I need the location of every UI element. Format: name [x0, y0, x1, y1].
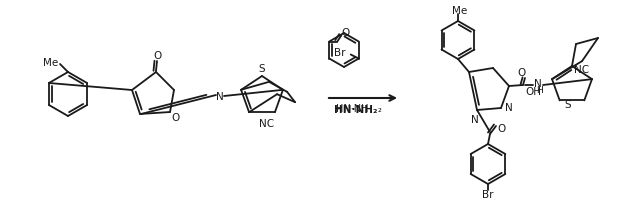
Text: ₂: ₂ — [378, 103, 382, 114]
Text: H: H — [536, 86, 543, 95]
Text: N: N — [216, 92, 224, 101]
Text: O: O — [518, 68, 526, 78]
Text: O: O — [154, 51, 162, 61]
Text: NC: NC — [259, 119, 275, 128]
Text: HN·NH₂: HN·NH₂ — [334, 104, 378, 115]
Text: Br: Br — [334, 48, 346, 58]
Text: N: N — [471, 115, 479, 124]
Text: Me: Me — [43, 58, 58, 68]
Text: O: O — [172, 113, 180, 122]
Text: N: N — [505, 102, 513, 113]
Text: OH: OH — [525, 87, 541, 97]
Text: Me: Me — [452, 6, 468, 16]
Text: Br: Br — [483, 189, 493, 199]
Text: S: S — [564, 100, 571, 110]
Text: O: O — [341, 28, 349, 38]
Text: NC: NC — [575, 65, 589, 75]
Text: N: N — [534, 79, 542, 88]
Text: HN·NH: HN·NH — [336, 103, 368, 114]
Text: O: O — [498, 123, 506, 133]
Text: S: S — [259, 64, 266, 74]
